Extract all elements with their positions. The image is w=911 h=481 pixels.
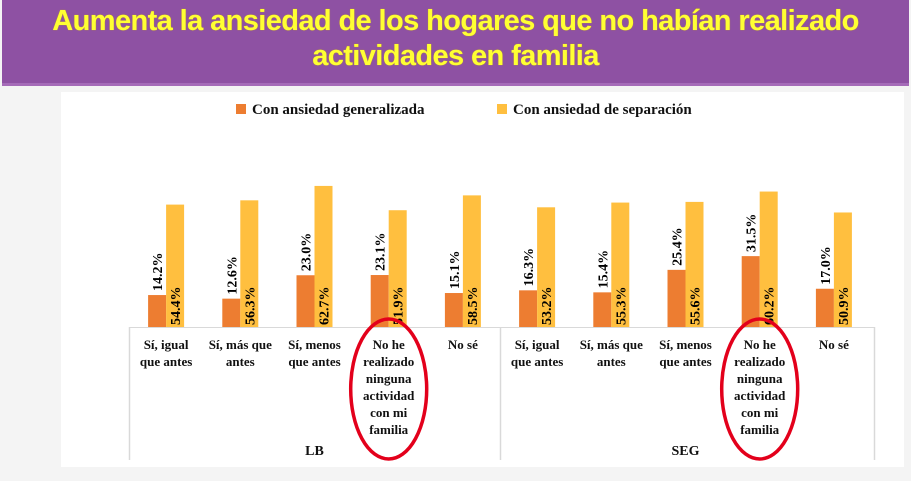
category-label: antes	[597, 354, 626, 369]
banner-title: Aumenta la ansiedad de los hogares que n…	[2, 4, 909, 74]
category-label: que antes	[288, 354, 340, 369]
bar-generalizada	[741, 256, 760, 327]
value-label-separacion: 51.9%	[392, 287, 407, 326]
category-label: que antes	[659, 354, 711, 369]
banner-title-line-2: actividades en familia	[312, 40, 599, 72]
bar-chart: Con ansiedad generalizada Con ansiedad d…	[128, 102, 876, 461]
bar-generalizada	[667, 269, 686, 327]
category-label: realizado	[363, 354, 414, 369]
value-label-generalizada: 17.0%	[819, 246, 834, 285]
legend-label-generalizada: Con ansiedad generalizada	[252, 102, 425, 118]
category-label: con mi	[370, 405, 408, 420]
bar-separacion	[537, 207, 556, 327]
value-label-separacion: 60.2%	[763, 287, 778, 326]
value-label-generalizada: 23.1%	[374, 233, 389, 272]
bar-separacion	[166, 204, 185, 327]
bar-separacion	[833, 212, 852, 327]
category-label: familia	[740, 422, 779, 437]
category-label: ninguna	[366, 371, 412, 386]
category-label: que antes	[140, 354, 192, 369]
bar-generalizada	[370, 275, 389, 327]
x-axis	[128, 327, 876, 460]
category-label: No he	[373, 337, 405, 352]
legend: Con ansiedad generalizada Con ansiedad d…	[236, 102, 692, 118]
category-label: Sí, más que	[209, 337, 272, 352]
group-labels: LB SEG	[305, 444, 699, 459]
category-label: No sé	[448, 337, 478, 352]
value-label-generalizada: 16.3%	[522, 248, 537, 287]
value-label-separacion: 62.7%	[318, 287, 333, 326]
category-label: familia	[369, 422, 408, 437]
highlight-ellipse	[719, 317, 800, 461]
category-label: No he	[744, 337, 776, 352]
legend-swatch-generalizada	[236, 104, 246, 114]
value-label-generalizada: 15.1%	[448, 251, 463, 290]
category-label: realizado	[734, 354, 785, 369]
bar-separacion	[388, 210, 407, 327]
banner-title-line-1: Aumenta la ansiedad de los hogares que n…	[52, 5, 859, 37]
bar-separacion	[462, 195, 481, 327]
value-label-separacion: 55.6%	[689, 287, 704, 326]
highlight-ellipses	[348, 317, 800, 461]
category-label: antes	[226, 354, 255, 369]
value-label-generalizada: 14.2%	[151, 253, 166, 292]
value-label-separacion: 53.2%	[540, 287, 555, 325]
bar-separacion	[759, 191, 778, 327]
value-label-separacion: 56.3%	[243, 287, 258, 326]
value-labels: 14.2%54.4% 12.6%56.3% 23.0%62.7% 23.1%51.9%…	[151, 214, 852, 325]
value-label-generalizada: 15.4%	[596, 250, 611, 289]
category-label: Sí, igual	[515, 337, 560, 352]
value-label-separacion: 55.3%	[614, 287, 629, 326]
bar-generalizada	[222, 298, 241, 327]
category-label: que antes	[511, 354, 563, 369]
group-label: LB	[305, 444, 324, 459]
bar-generalizada	[148, 295, 167, 327]
bar-generalizada	[593, 292, 612, 327]
bar-generalizada	[815, 288, 834, 327]
category-label: Sí, menos	[288, 337, 341, 352]
bar-generalizada	[444, 293, 463, 327]
title-banner: Aumenta la ansiedad de los hogares que n…	[2, 0, 909, 86]
value-label-generalizada: 12.6%	[225, 256, 240, 295]
category-label: actividad	[363, 388, 415, 403]
bar-separacion	[314, 185, 333, 327]
bar-generalizada	[519, 290, 538, 327]
group-label: SEG	[671, 444, 699, 459]
legend-swatch-separacion	[497, 104, 507, 114]
bar-separacion	[611, 202, 630, 327]
category-label: Sí, menos	[659, 337, 712, 352]
category-label: con mi	[741, 405, 779, 420]
value-label-generalizada: 25.4%	[671, 227, 686, 266]
bar-separacion	[685, 201, 704, 327]
category-label: ninguna	[737, 371, 783, 386]
category-labels: Sí, igual que antes Sí, más que antes Sí, me…	[140, 337, 849, 437]
value-label-separacion: 50.9%	[837, 287, 852, 326]
bar-generalizada	[296, 275, 315, 327]
highlight-ellipse	[348, 317, 429, 461]
bars	[148, 185, 852, 327]
category-label: Sí, más que	[580, 337, 643, 352]
category-label: No sé	[819, 337, 849, 352]
value-label-generalizada: 31.5%	[745, 214, 760, 253]
chart-panel: Con ansiedad generalizada Con ansiedad d…	[61, 92, 904, 467]
category-label: actividad	[734, 388, 786, 403]
bar-separacion	[240, 200, 259, 327]
value-label-generalizada: 23.0%	[300, 233, 315, 272]
category-label: Sí, igual	[144, 337, 189, 352]
legend-label-separacion: Con ansiedad de separación	[513, 102, 692, 118]
value-label-separacion: 58.5%	[466, 287, 481, 326]
value-label-separacion: 54.4%	[169, 287, 184, 326]
